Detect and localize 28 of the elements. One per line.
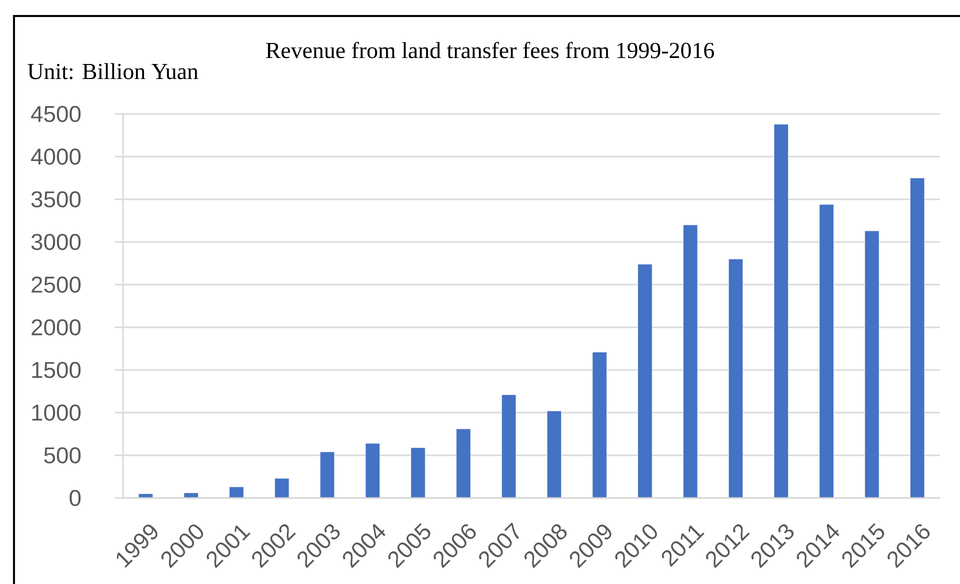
bar [864,230,880,498]
bar [592,352,607,498]
text: Unit: Billion Yuan [28,63,198,80]
y-tick-label: 0 [70,490,81,506]
chart-title: Revenue from land transfer fees from 1999-2016 [266,42,714,58]
bar [728,258,744,498]
bar [638,264,652,498]
bar [456,428,471,498]
bar [410,447,426,498]
y-tick-label: 2000 [32,319,81,336]
y-tick-label: 500 [44,447,81,464]
y-tick-label: 4000 [31,148,81,165]
y-tick-label: 4500 [31,106,81,122]
bar [546,410,562,498]
y-tick-label: 1000 [32,404,81,421]
bar [274,478,290,498]
bar [229,486,244,498]
bar [501,394,516,498]
bar [910,178,925,498]
bar [365,443,380,498]
bar [819,204,834,498]
y-tick-label: 1500 [32,362,81,378]
y-tick-label: 3000 [31,234,81,250]
y-tick-label: 3500 [31,191,81,208]
bar [774,124,788,498]
y-tick-label: 2500 [32,276,81,293]
bar [683,224,698,498]
bar [320,452,335,498]
